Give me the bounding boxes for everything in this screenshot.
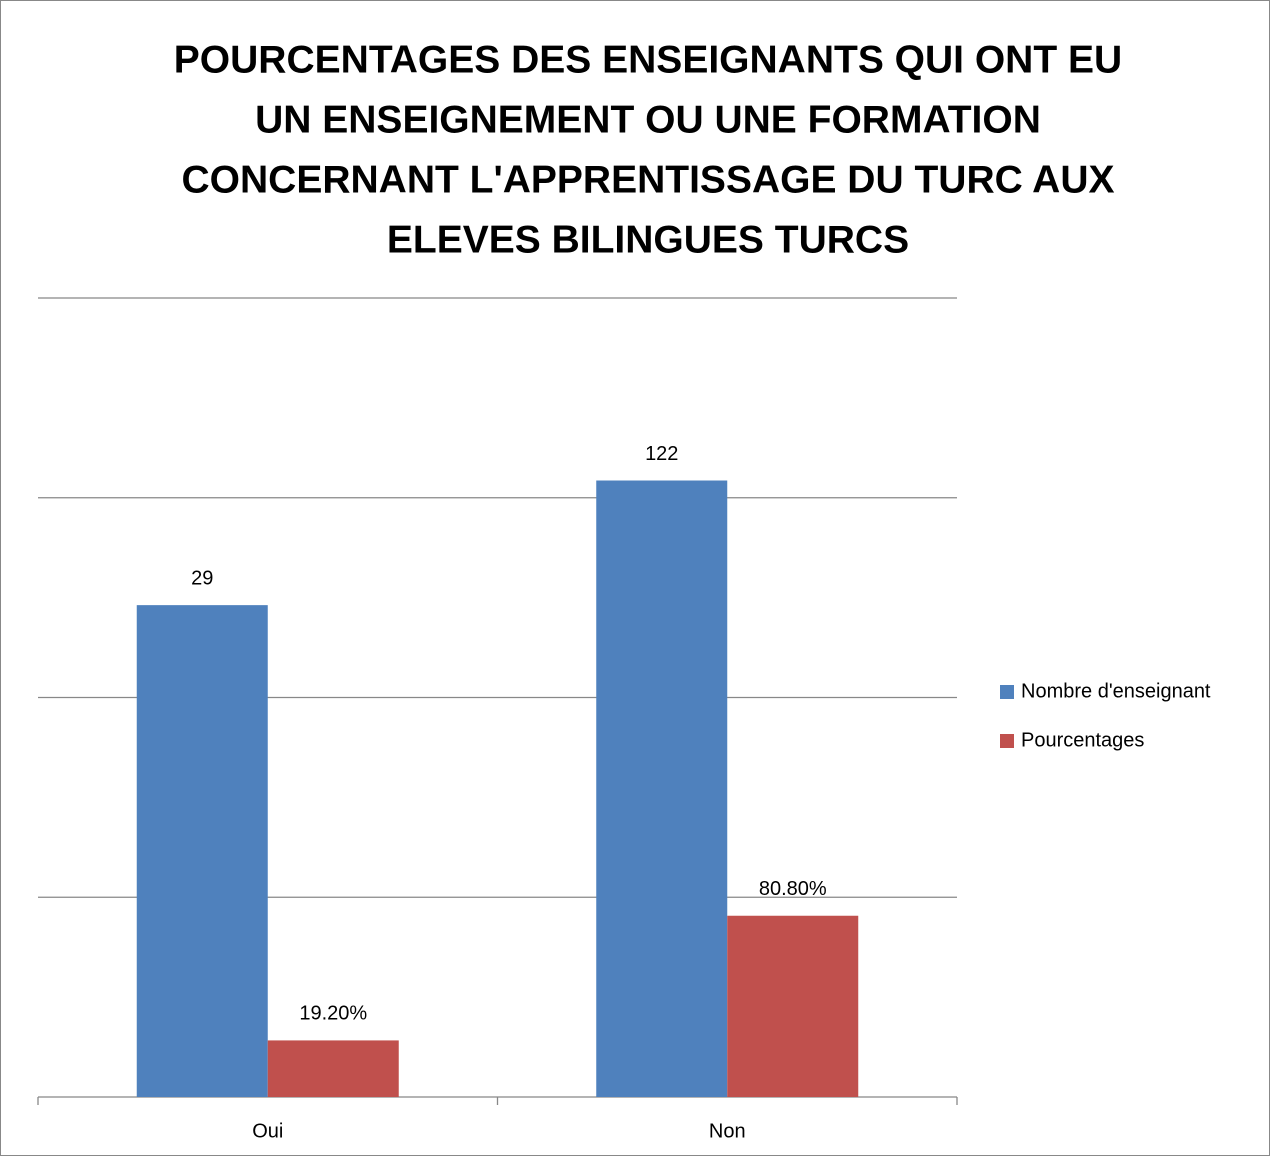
chart-title: ELEVES BILINGUES TURCS (387, 218, 909, 261)
bar (727, 915, 859, 1097)
legend-swatch (1000, 734, 1014, 748)
legend-swatch (1000, 685, 1014, 699)
data-label: 122 (645, 443, 678, 465)
bar (596, 480, 728, 1097)
data-label: 19.20% (299, 1003, 367, 1025)
chart-title: CONCERNANT L'APPRENTISSAGE DU TURC AUX (181, 158, 1114, 201)
data-label: 29 (191, 567, 213, 589)
chart-title: POURCENTAGES DES ENSEIGNANTS QUI ONT EU (174, 38, 1122, 81)
x-tick-label: Non (709, 1120, 746, 1142)
bar (136, 605, 268, 1097)
bar (267, 1040, 399, 1097)
x-tick-label: Oui (252, 1120, 283, 1142)
chart-title: UN ENSEIGNEMENT OU UNE FORMATION (255, 98, 1041, 141)
legend-label: Pourcentages (1021, 729, 1144, 751)
legend-label: Nombre d'enseignant (1021, 680, 1211, 702)
data-label: 80.80% (759, 878, 827, 900)
